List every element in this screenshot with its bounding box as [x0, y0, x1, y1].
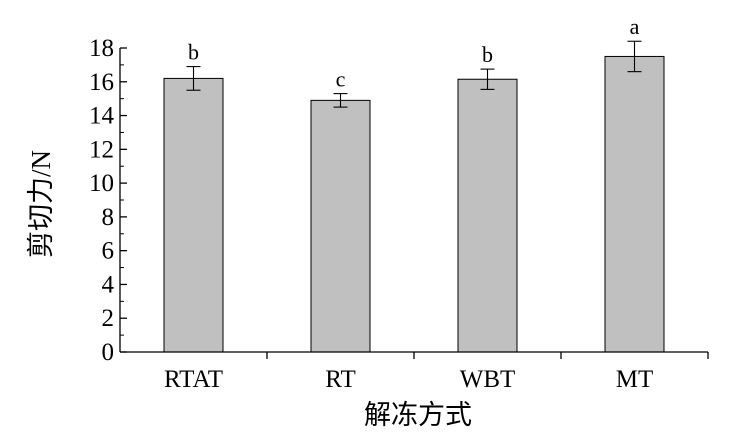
bar-mt — [604, 55, 665, 353]
x-tick-label: WBT — [460, 366, 516, 393]
y-axis-label: 剪切力/N — [26, 150, 56, 258]
y-tick-label: 8 — [102, 204, 115, 231]
significance-letter: a — [630, 14, 640, 39]
significance-letters: b c b a — [188, 14, 640, 91]
bar-rtat — [163, 77, 224, 353]
bar-rt — [310, 99, 371, 353]
x-tick-label: RT — [325, 366, 355, 393]
y-tick-label: 4 — [102, 271, 115, 298]
y-tick-label: 16 — [89, 69, 114, 96]
y-tick-label: 0 — [102, 339, 115, 366]
bars — [163, 55, 665, 353]
x-axis-ticks: RTAT RT WBT MT — [164, 352, 709, 393]
y-axis-ticks: 0 2 4 6 8 10 12 14 16 18 — [89, 35, 127, 366]
x-axis-label: 解冻方式 — [364, 400, 472, 430]
error-bars — [186, 40, 642, 108]
y-tick-label: 10 — [89, 170, 114, 197]
significance-letter: c — [336, 67, 346, 92]
x-tick-label: RTAT — [164, 366, 223, 393]
y-tick-label: 18 — [89, 35, 114, 62]
significance-letter: b — [482, 42, 493, 67]
y-tick-label: 14 — [89, 103, 115, 130]
x-tick-label: MT — [616, 366, 654, 393]
significance-letter: b — [188, 40, 199, 65]
y-tick-label: 12 — [89, 136, 114, 163]
bar-wbt — [457, 78, 518, 353]
y-tick-label: 6 — [102, 238, 115, 265]
y-tick-label: 2 — [102, 305, 115, 332]
